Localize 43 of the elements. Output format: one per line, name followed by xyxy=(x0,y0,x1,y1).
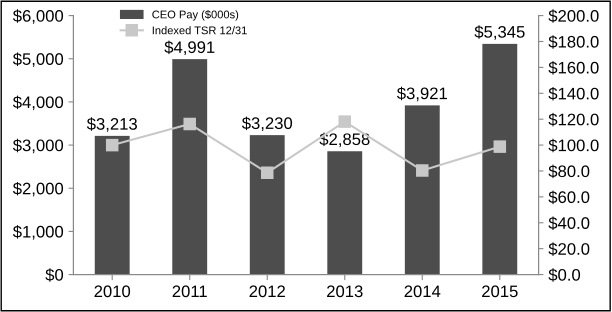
y-tick-label: $4,000 xyxy=(12,96,64,110)
x-tick-label: 2014 xyxy=(404,285,440,298)
bar xyxy=(250,135,285,275)
point xyxy=(183,118,196,130)
y-tick-label: $1,000 xyxy=(12,225,64,240)
point xyxy=(494,140,506,153)
x-tick-label: 2013 xyxy=(327,285,363,298)
y2-tick-label: $120.0 xyxy=(548,112,599,126)
y2-tick-label: $160.0 xyxy=(548,61,599,75)
point xyxy=(106,138,118,152)
y2-tick-label: $100.0 xyxy=(548,138,599,152)
bar xyxy=(404,105,440,275)
y2-tick-label: $200.0 xyxy=(548,9,599,23)
y-tick-label: $6,000 xyxy=(12,9,64,24)
bar xyxy=(327,151,362,275)
x-tick-label: 2010 xyxy=(94,285,130,298)
y2-tick-label: $180.0 xyxy=(548,35,599,49)
y-tick-label: $5,000 xyxy=(12,52,64,67)
x-tick-label: 2015 xyxy=(482,285,518,298)
x-tick-label: 2011 xyxy=(172,285,207,298)
y2-tick-label: $0.0 xyxy=(548,268,580,282)
legend-label: Indexed TSR 12/31 xyxy=(152,26,247,34)
y2-tick-label: $80.0 xyxy=(548,164,590,178)
point xyxy=(416,164,429,177)
legend-label: CEO Pay ($000s) xyxy=(152,10,238,21)
data-label: $3,213 xyxy=(86,117,137,132)
y-tick-label: $3,000 xyxy=(12,138,64,154)
data-label: $3,230 xyxy=(242,116,292,132)
point xyxy=(260,166,274,180)
x-tick-label: 2012 xyxy=(250,285,285,298)
data-label: $3,921 xyxy=(396,86,447,102)
y2-tick-label: $20.0 xyxy=(548,242,590,256)
y2-tick-label: $40.0 xyxy=(548,216,590,230)
data-label: $4,991 xyxy=(164,40,214,56)
bar xyxy=(482,44,518,275)
bar xyxy=(172,59,208,275)
bar xyxy=(94,136,130,275)
y2-tick-label: $140.0 xyxy=(548,86,599,100)
point xyxy=(338,115,352,128)
y-tick-label: $2,000 xyxy=(12,182,64,196)
y-tick-label: $0 xyxy=(45,268,64,282)
y2-tick-label: $60.0 xyxy=(548,190,590,204)
data-label: $5,345 xyxy=(474,25,525,40)
